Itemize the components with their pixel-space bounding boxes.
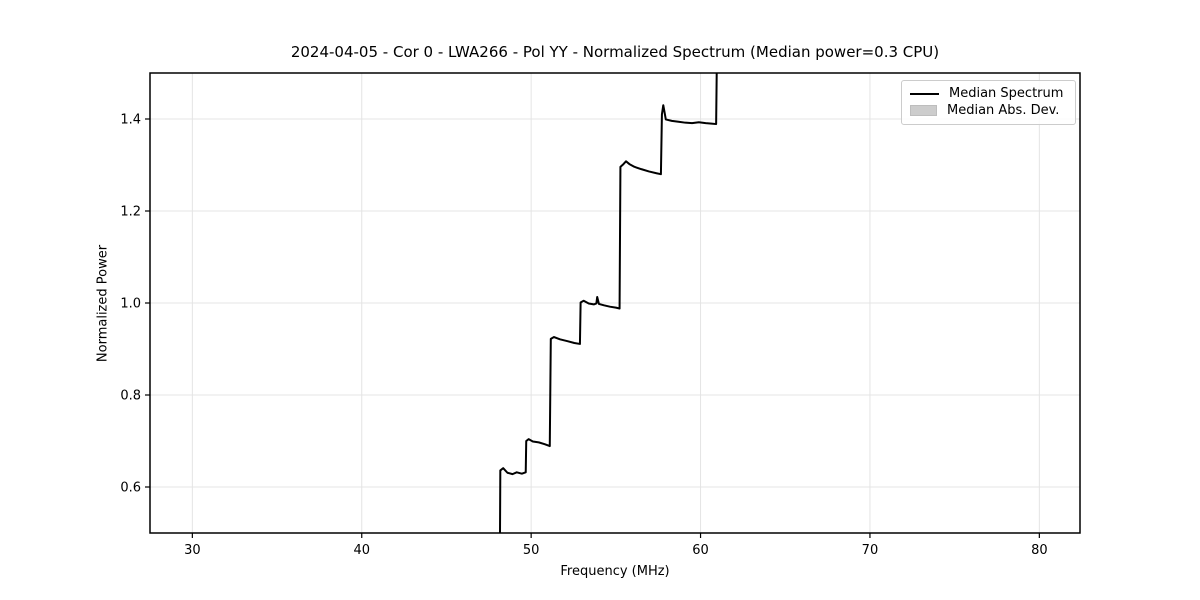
x-tick-label: 60 bbox=[692, 543, 709, 558]
y-tick-label: 0.8 bbox=[120, 389, 141, 404]
x-tick-label: 70 bbox=[862, 543, 879, 558]
y-tick-label: 0.6 bbox=[120, 481, 141, 496]
legend-label: Median Abs. Dev. bbox=[947, 103, 1060, 118]
x-tick-label: 30 bbox=[184, 543, 201, 558]
y-tick-label: 1.2 bbox=[120, 205, 141, 220]
x-tick-label: 40 bbox=[353, 543, 370, 558]
legend-entry-median-spectrum: Median Spectrum bbox=[910, 85, 1067, 102]
y-axis-label: Normalized Power bbox=[95, 244, 111, 363]
median-spectrum-line bbox=[499, 73, 718, 533]
legend-box: Median Spectrum Median Abs. Dev. bbox=[901, 80, 1076, 125]
median-abs-dev-patch-swatch bbox=[910, 105, 937, 116]
median-spectrum-line-swatch bbox=[910, 92, 939, 95]
chart-title: 2024-04-05 - Cor 0 - LWA266 - Pol YY - N… bbox=[290, 43, 940, 61]
legend-label: Median Spectrum bbox=[949, 86, 1064, 101]
x-tick-label: 80 bbox=[1031, 543, 1048, 558]
legend-entry-median-abs-dev: Median Abs. Dev. bbox=[910, 102, 1067, 119]
x-tick-label: 50 bbox=[523, 543, 540, 558]
y-tick-label: 1.4 bbox=[120, 113, 141, 128]
x-axis-label: Frequency (MHz) bbox=[560, 564, 670, 579]
y-tick-label: 1.0 bbox=[120, 297, 141, 312]
